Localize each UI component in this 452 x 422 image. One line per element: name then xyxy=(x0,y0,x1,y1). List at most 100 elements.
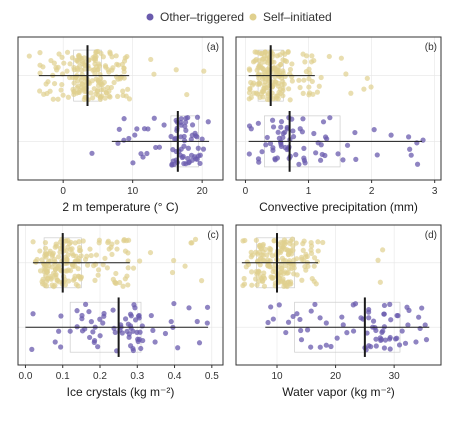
self-point xyxy=(189,240,195,246)
other-point xyxy=(156,144,163,150)
other-point xyxy=(121,137,127,143)
other-point xyxy=(148,312,154,319)
self-point xyxy=(264,96,270,102)
self-point xyxy=(30,239,36,245)
other-point xyxy=(270,124,277,130)
other-point xyxy=(294,311,300,317)
other-point xyxy=(112,329,118,336)
other-point xyxy=(87,334,93,341)
other-point xyxy=(182,119,189,125)
self-point xyxy=(306,84,312,90)
other-point xyxy=(179,154,186,161)
self-point xyxy=(54,67,60,73)
self-point xyxy=(253,249,259,255)
other-point xyxy=(387,334,393,341)
self-point xyxy=(100,262,106,268)
self-point xyxy=(262,246,269,253)
self-point xyxy=(96,61,102,67)
x-tick-label: 0 xyxy=(60,186,66,197)
other-point xyxy=(350,328,357,334)
self-point xyxy=(242,237,248,244)
self-point xyxy=(73,281,79,288)
other-point xyxy=(328,343,334,350)
self-point xyxy=(289,78,295,84)
self-point xyxy=(114,239,120,245)
self-point xyxy=(70,263,76,269)
self-point xyxy=(303,254,309,260)
self-point xyxy=(66,278,72,284)
other-point xyxy=(199,136,205,142)
other-point xyxy=(290,313,296,320)
self-point xyxy=(289,74,295,80)
other-point xyxy=(185,145,192,151)
self-point xyxy=(71,89,77,95)
other-point xyxy=(194,318,200,325)
self-point xyxy=(71,276,78,282)
other-point xyxy=(282,144,288,151)
self-point xyxy=(375,257,381,263)
other-point xyxy=(381,345,388,351)
other-point xyxy=(186,159,192,165)
other-point xyxy=(269,117,276,123)
other-point xyxy=(340,157,346,163)
self-points xyxy=(30,236,205,290)
other-point xyxy=(420,137,426,143)
other-points xyxy=(265,301,430,353)
self-point xyxy=(308,250,315,256)
self-point xyxy=(184,91,190,98)
self-point xyxy=(114,61,120,67)
self-point xyxy=(44,269,50,276)
self-point xyxy=(273,93,279,99)
self-point xyxy=(53,243,60,249)
legend-self-label: Self–initiated xyxy=(263,10,332,24)
other-point xyxy=(283,329,289,336)
self-point xyxy=(43,81,49,87)
self-point xyxy=(54,277,60,283)
self-point xyxy=(75,53,82,59)
self-point xyxy=(314,89,321,95)
other-point xyxy=(368,344,374,350)
self-point xyxy=(102,95,108,101)
other-point xyxy=(313,150,319,156)
self-point xyxy=(294,272,300,278)
self-point xyxy=(130,265,137,271)
other-point xyxy=(317,157,324,163)
other-point xyxy=(308,344,314,350)
self-point xyxy=(95,267,102,273)
self-point xyxy=(51,283,57,290)
other-point xyxy=(171,300,177,307)
x-tick-label: 10 xyxy=(271,371,283,382)
self-point xyxy=(267,258,273,264)
self-point xyxy=(90,95,96,101)
self-point xyxy=(255,269,261,275)
other-point xyxy=(178,146,184,152)
self-point xyxy=(93,49,99,56)
panel-frame xyxy=(17,224,224,366)
other-point xyxy=(275,129,281,135)
other-point xyxy=(52,339,58,345)
other-point xyxy=(381,311,387,317)
self-point xyxy=(260,257,266,263)
self-point xyxy=(289,61,295,67)
other-point xyxy=(91,337,98,344)
self-point xyxy=(88,90,94,96)
self-point xyxy=(260,273,267,280)
self-point xyxy=(51,80,58,87)
self-point xyxy=(294,256,300,262)
legend-other-label: Other–triggered xyxy=(160,10,244,24)
self-point xyxy=(278,244,285,250)
self-point xyxy=(285,269,291,276)
self-point xyxy=(58,87,64,93)
self-point xyxy=(259,278,266,284)
self-point xyxy=(311,255,318,261)
other-point xyxy=(267,140,274,147)
self-point xyxy=(79,81,85,87)
other-point xyxy=(388,317,394,323)
self-point xyxy=(91,67,97,73)
self-point xyxy=(306,76,312,82)
self-point xyxy=(123,238,130,244)
panel-frame xyxy=(17,36,224,181)
other-point xyxy=(301,145,307,151)
self-point xyxy=(47,248,53,254)
other-point xyxy=(311,130,317,137)
